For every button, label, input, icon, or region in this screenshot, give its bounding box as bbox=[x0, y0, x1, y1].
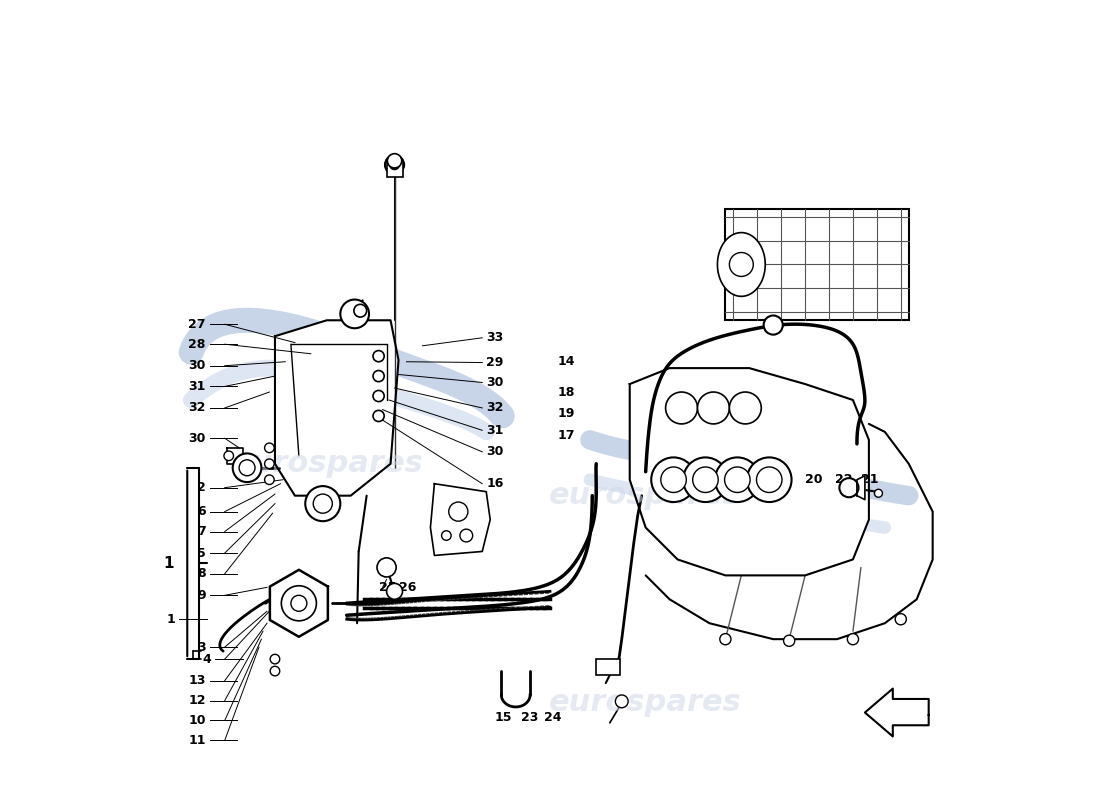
Circle shape bbox=[729, 392, 761, 424]
Circle shape bbox=[265, 443, 274, 453]
Text: 21: 21 bbox=[861, 474, 879, 486]
Circle shape bbox=[387, 154, 402, 168]
Circle shape bbox=[697, 392, 729, 424]
Circle shape bbox=[271, 654, 279, 664]
Circle shape bbox=[651, 458, 696, 502]
Text: 11: 11 bbox=[188, 734, 206, 747]
Text: 2: 2 bbox=[197, 481, 206, 494]
Circle shape bbox=[715, 458, 760, 502]
Text: 32: 32 bbox=[188, 402, 206, 414]
Circle shape bbox=[385, 155, 404, 174]
Text: 22: 22 bbox=[835, 474, 852, 486]
Circle shape bbox=[729, 253, 754, 277]
Text: 29: 29 bbox=[486, 356, 504, 369]
Text: 25: 25 bbox=[378, 581, 396, 594]
Text: 3: 3 bbox=[197, 641, 206, 654]
Text: 30: 30 bbox=[486, 446, 504, 458]
Text: 23: 23 bbox=[520, 710, 538, 724]
Text: 1: 1 bbox=[164, 556, 174, 571]
Circle shape bbox=[757, 467, 782, 493]
Circle shape bbox=[282, 586, 317, 621]
Circle shape bbox=[874, 490, 882, 498]
Circle shape bbox=[271, 666, 279, 676]
Circle shape bbox=[763, 315, 783, 334]
Polygon shape bbox=[717, 233, 766, 296]
Polygon shape bbox=[270, 570, 328, 637]
Polygon shape bbox=[275, 320, 398, 496]
Circle shape bbox=[441, 530, 451, 540]
Circle shape bbox=[239, 460, 255, 476]
Text: eurospares: eurospares bbox=[549, 689, 742, 718]
Text: 31: 31 bbox=[486, 424, 504, 437]
Circle shape bbox=[354, 304, 366, 317]
Bar bbox=[725, 209, 909, 320]
Text: 16: 16 bbox=[486, 478, 504, 490]
Text: 28: 28 bbox=[188, 338, 206, 350]
Text: 24: 24 bbox=[543, 710, 561, 724]
Circle shape bbox=[725, 467, 750, 493]
Polygon shape bbox=[430, 484, 491, 555]
Text: 12: 12 bbox=[188, 694, 206, 707]
Circle shape bbox=[661, 467, 686, 493]
Text: eurospares: eurospares bbox=[549, 481, 742, 510]
Circle shape bbox=[306, 486, 340, 521]
Text: 9: 9 bbox=[197, 589, 206, 602]
Text: 19: 19 bbox=[558, 407, 575, 420]
Text: eurospares: eurospares bbox=[230, 450, 424, 478]
Circle shape bbox=[386, 583, 403, 599]
Circle shape bbox=[847, 634, 858, 645]
Circle shape bbox=[373, 350, 384, 362]
Bar bbox=[596, 659, 620, 675]
Circle shape bbox=[373, 370, 384, 382]
Text: 20: 20 bbox=[805, 474, 823, 486]
Text: 5: 5 bbox=[197, 546, 206, 559]
Circle shape bbox=[290, 595, 307, 611]
Text: 7: 7 bbox=[197, 525, 206, 538]
Text: 10: 10 bbox=[188, 714, 206, 727]
Circle shape bbox=[747, 458, 792, 502]
Circle shape bbox=[449, 502, 468, 521]
Circle shape bbox=[615, 695, 628, 708]
Text: 18: 18 bbox=[558, 386, 575, 398]
Text: 17: 17 bbox=[558, 430, 575, 442]
Circle shape bbox=[460, 529, 473, 542]
Text: 15: 15 bbox=[494, 710, 512, 724]
Text: 30: 30 bbox=[188, 432, 206, 445]
Circle shape bbox=[373, 410, 384, 422]
Text: 4: 4 bbox=[202, 653, 211, 666]
Circle shape bbox=[314, 494, 332, 514]
Bar bbox=[386, 162, 403, 177]
Text: 13: 13 bbox=[188, 674, 206, 687]
Circle shape bbox=[233, 454, 262, 482]
Text: 1: 1 bbox=[166, 613, 175, 626]
Polygon shape bbox=[865, 689, 928, 737]
Polygon shape bbox=[857, 476, 865, 500]
Text: 33: 33 bbox=[486, 331, 504, 344]
Circle shape bbox=[783, 635, 794, 646]
Circle shape bbox=[693, 467, 718, 493]
Text: 31: 31 bbox=[188, 380, 206, 393]
Circle shape bbox=[683, 458, 728, 502]
Text: 27: 27 bbox=[188, 318, 206, 330]
Text: 30: 30 bbox=[486, 376, 504, 389]
Text: 6: 6 bbox=[197, 505, 206, 518]
Circle shape bbox=[839, 478, 858, 498]
Circle shape bbox=[666, 392, 697, 424]
Circle shape bbox=[377, 558, 396, 577]
Circle shape bbox=[895, 614, 906, 625]
Text: 30: 30 bbox=[188, 359, 206, 372]
Circle shape bbox=[373, 390, 384, 402]
Polygon shape bbox=[629, 368, 869, 575]
Circle shape bbox=[224, 451, 233, 461]
Text: 26: 26 bbox=[398, 581, 416, 594]
Circle shape bbox=[340, 299, 368, 328]
Circle shape bbox=[389, 160, 399, 170]
Text: 32: 32 bbox=[486, 402, 504, 414]
Circle shape bbox=[265, 459, 274, 469]
Circle shape bbox=[719, 634, 732, 645]
Text: 8: 8 bbox=[197, 567, 206, 580]
Text: 14: 14 bbox=[558, 355, 575, 368]
Circle shape bbox=[265, 475, 274, 485]
